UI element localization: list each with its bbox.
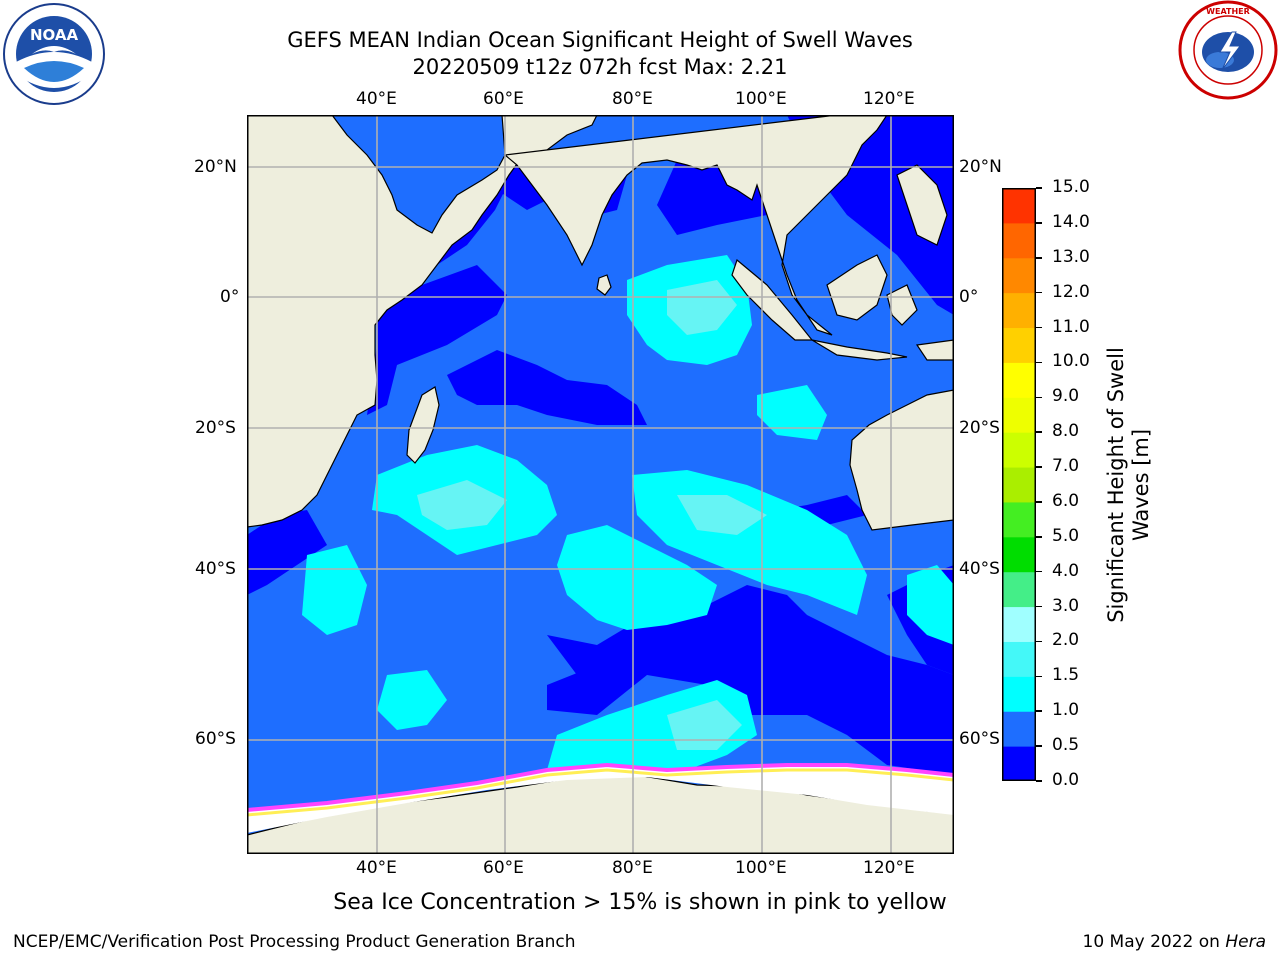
colorbar-segment xyxy=(1002,292,1036,329)
colorbar-tick-mark xyxy=(1036,536,1042,538)
colorbar-segment xyxy=(1002,188,1036,224)
lon-tick-bottom-100e: 100°E xyxy=(735,858,787,878)
colorbar xyxy=(1002,188,1036,782)
colorbar-tick-label: 9.0 xyxy=(1052,386,1080,407)
map-title: GEFS MEAN Indian Ocean Significant Heigh… xyxy=(287,28,913,52)
colorbar-tick-mark xyxy=(1036,361,1042,364)
colorbar-tick-label: 12.0 xyxy=(1052,281,1090,302)
lon-tick-top-80e: 80°E xyxy=(612,89,653,109)
colorbar-tick-mark xyxy=(1036,570,1042,573)
colorbar-segment xyxy=(1002,362,1036,398)
colorbar-tick-label: 0.0 xyxy=(1052,770,1080,790)
lat-tick-right-20s: 20°S xyxy=(959,418,1000,438)
colorbar-tick-mark xyxy=(1036,745,1042,747)
colorbar-segment xyxy=(1002,501,1036,538)
colorbar-tick-label: 0.5 xyxy=(1052,735,1080,756)
swell-height-map xyxy=(247,115,954,854)
colorbar-segment xyxy=(1002,571,1036,608)
lon-tick-top-100e: 100°E xyxy=(735,89,787,109)
colorbar-tick-label: 4.0 xyxy=(1052,560,1080,581)
colorbar-tick-label: 11.0 xyxy=(1052,316,1090,337)
graticule xyxy=(247,115,954,854)
sea-ice-caption: Sea Ice Concentration > 15% is shown in … xyxy=(333,890,947,915)
lon-tick-bottom-80e: 80°E xyxy=(612,858,653,878)
footer-host: Hera xyxy=(1225,932,1266,952)
high-swell-regions xyxy=(417,280,767,750)
footer-date-text: 10 May 2022 on xyxy=(1082,932,1226,952)
colorbar-tick-mark xyxy=(1036,640,1042,643)
colorbar-tick-mark xyxy=(1036,780,1042,782)
colorbar-segment xyxy=(1002,711,1036,747)
colorbar-segment xyxy=(1002,536,1036,573)
colorbar-tick-label: 14.0 xyxy=(1052,211,1090,232)
colorbar-tick-label: 15.0 xyxy=(1052,177,1090,197)
colorbar-segment xyxy=(1002,676,1036,712)
sea-ice xyxy=(247,762,954,833)
nws-logo: WEATHER xyxy=(1176,0,1280,104)
colorbar-tick-mark xyxy=(1036,501,1042,503)
lat-tick-left-60s: 60°S xyxy=(195,729,236,749)
colorbar-segment xyxy=(1002,397,1036,433)
lat-tick-right-0: 0° xyxy=(959,287,979,307)
lon-tick-bottom-120e: 120°E xyxy=(863,858,915,878)
lon-tick-top-120e: 120°E xyxy=(863,89,915,109)
colorbar-segment xyxy=(1002,467,1036,503)
colorbar-tick-label: 2.0 xyxy=(1052,630,1080,651)
colorbar-segment xyxy=(1002,257,1036,294)
colorbar-label-line2: Waves [m] xyxy=(1129,428,1153,542)
colorbar-tick-mark xyxy=(1036,710,1042,712)
lat-tick-right-60s: 60°S xyxy=(959,729,1000,749)
colorbar-tick-mark xyxy=(1036,326,1042,329)
colorbar-tick-labels: 0.0 0.5 1.0 1.5 2.0 3.0 4.0 5.0 6.0 7.0 8.0 9.0 10.0… xyxy=(1036,177,1106,790)
svg-text:WEATHER: WEATHER xyxy=(1206,7,1250,16)
colorbar-label-line1: Significant Height of Swell xyxy=(1104,347,1128,623)
colorbar-tick-mark xyxy=(1036,257,1042,259)
colorbar-tick-mark xyxy=(1036,675,1042,678)
lat-tick-left-0: 0° xyxy=(220,287,240,307)
colorbar-tick-label: 1.0 xyxy=(1052,700,1080,721)
colorbar-tick-mark xyxy=(1036,222,1042,224)
map-subtitle: 20220509 t12z 072h fcst Max: 2.21 xyxy=(412,55,788,79)
colorbar-segment xyxy=(1002,432,1036,468)
lat-tick-left-20n: 20°N xyxy=(194,157,237,177)
colorbar-segment xyxy=(1002,641,1036,677)
colorbar-tick-mark xyxy=(1036,466,1042,468)
colorbar-tick-mark xyxy=(1036,396,1042,399)
colorbar-segment xyxy=(1002,327,1036,363)
colorbar-tick-label: 1.5 xyxy=(1052,665,1080,686)
lat-tick-right-40s: 40°S xyxy=(959,559,1000,579)
footer-date: 10 May 2022 on Hera xyxy=(1083,932,1267,952)
colorbar-tick-label: 10.0 xyxy=(1052,351,1090,372)
lat-tick-left-40s: 40°S xyxy=(195,559,236,579)
colorbar-tick-label: 13.0 xyxy=(1052,246,1090,267)
colorbar-tick-mark xyxy=(1036,431,1042,433)
colorbar-tick-label: 5.0 xyxy=(1052,525,1080,546)
colorbar-tick-label: 3.0 xyxy=(1052,595,1080,616)
colorbar-tick-label: 8.0 xyxy=(1052,421,1080,442)
lon-tick-bottom-60e: 60°E xyxy=(483,858,524,878)
colorbar-tick-mark xyxy=(1036,187,1042,189)
lat-tick-right-20n: 20°N xyxy=(959,157,1002,177)
lon-tick-top-40e: 40°E xyxy=(356,89,397,109)
colorbar-tick-label: 6.0 xyxy=(1052,490,1080,511)
colorbar-segment xyxy=(1002,606,1036,642)
footer-credit: NCEP/EMC/Verification Post Processing Pr… xyxy=(13,932,576,952)
colorbar-tick-label: 7.0 xyxy=(1052,456,1080,477)
colorbar-segment xyxy=(1002,222,1036,259)
colorbar-tick-mark xyxy=(1036,605,1042,608)
lat-tick-left-20s: 20°S xyxy=(195,418,236,438)
map-frame xyxy=(247,115,954,854)
colorbar-tick-mark xyxy=(1036,291,1042,294)
colorbar-frame xyxy=(1002,188,1036,781)
noaa-logo: NOAA xyxy=(2,2,106,106)
lon-tick-bottom-40e: 40°E xyxy=(356,858,397,878)
noaa-logo-text: NOAA xyxy=(30,26,79,44)
colorbar-segment xyxy=(1002,746,1036,782)
lon-tick-top-60e: 60°E xyxy=(483,89,524,109)
